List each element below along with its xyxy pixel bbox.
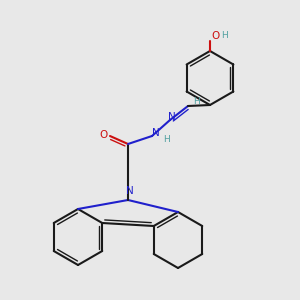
Text: O: O [211,31,219,41]
Text: H: H [194,98,200,106]
Text: H: H [164,136,170,145]
Text: N: N [152,128,160,138]
Text: N: N [126,186,134,196]
Text: H: H [220,32,227,40]
Text: N: N [168,112,176,122]
Text: O: O [99,130,107,140]
